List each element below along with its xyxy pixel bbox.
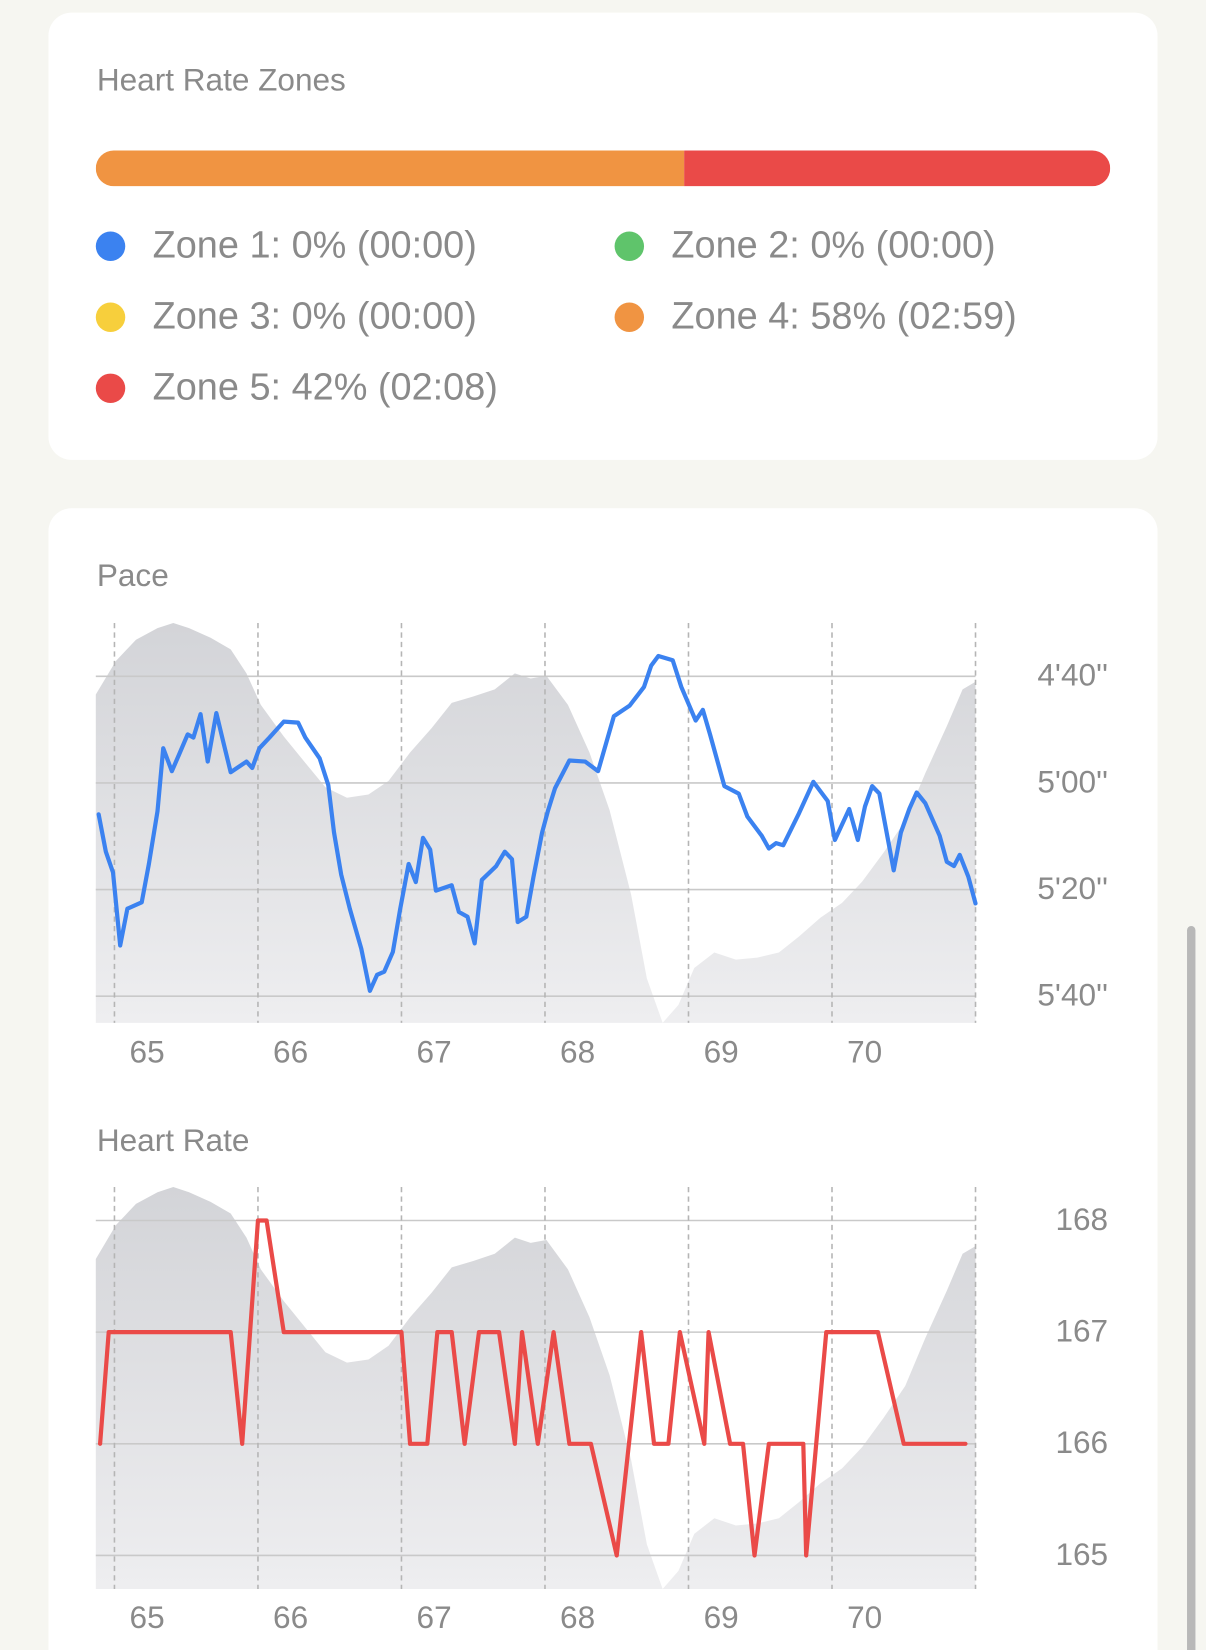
x-tick-label: 67 bbox=[417, 1034, 452, 1070]
y-tick-label: 167 bbox=[1055, 1313, 1108, 1349]
background-area bbox=[95, 622, 976, 1023]
zone-dot bbox=[95, 373, 126, 404]
y-tick-label: 5'00'' bbox=[1037, 763, 1108, 799]
zone-label: Zone 2: 0% (00:00) bbox=[671, 224, 995, 266]
zones-card bbox=[48, 12, 1158, 460]
chart-title: Pace bbox=[97, 557, 169, 593]
zone-label: Zone 1: 0% (00:00) bbox=[153, 224, 477, 266]
chart-title: Heart Rate bbox=[97, 1122, 250, 1158]
y-tick-label: 5'40'' bbox=[1037, 977, 1108, 1013]
x-tick-label: 70 bbox=[847, 1599, 882, 1635]
zone-dot bbox=[95, 302, 126, 332]
x-tick-label: 66 bbox=[273, 1034, 308, 1070]
y-tick-label: 168 bbox=[1055, 1201, 1108, 1237]
zone-label: Zone 3: 0% (00:00) bbox=[153, 295, 477, 337]
x-tick-label: 68 bbox=[560, 1599, 595, 1635]
x-tick-label: 65 bbox=[130, 1599, 165, 1635]
x-tick-label: 69 bbox=[704, 1599, 739, 1635]
zones-title: Heart Rate Zones bbox=[97, 61, 346, 97]
x-tick-label: 66 bbox=[273, 1599, 308, 1635]
y-tick-label: 166 bbox=[1055, 1424, 1108, 1460]
x-tick-label: 68 bbox=[560, 1034, 595, 1070]
zone-segment bbox=[95, 150, 685, 187]
x-tick-label: 67 bbox=[417, 1599, 452, 1635]
x-tick-label: 65 bbox=[130, 1034, 165, 1070]
x-tick-label: 69 bbox=[704, 1034, 739, 1070]
zone-dot bbox=[614, 231, 645, 261]
zone-label: Zone 5: 42% (02:08) bbox=[153, 366, 498, 408]
y-tick-label: 165 bbox=[1055, 1536, 1108, 1572]
zone-dot bbox=[95, 231, 126, 261]
data-line bbox=[96, 653, 978, 993]
zone-dot bbox=[614, 302, 645, 332]
background-area bbox=[95, 1186, 976, 1589]
zone-label: Zone 4: 58% (02:59) bbox=[671, 295, 1016, 337]
data-line bbox=[97, 1218, 968, 1558]
x-tick-label: 70 bbox=[847, 1034, 882, 1070]
y-tick-label: 4'40'' bbox=[1037, 657, 1108, 693]
zone-segment bbox=[684, 150, 1111, 187]
zone-bar bbox=[95, 150, 1111, 187]
y-tick-label: 5'20'' bbox=[1037, 870, 1108, 906]
scrollbar bbox=[1187, 926, 1196, 1650]
